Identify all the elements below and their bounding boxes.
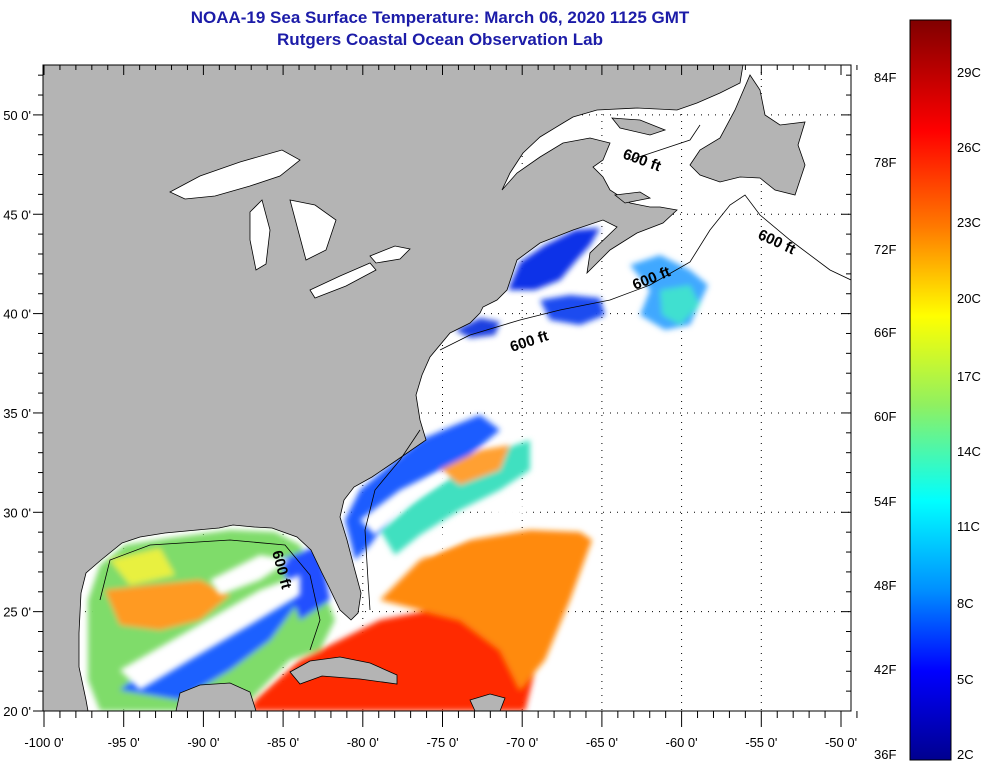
land-pei (614, 191, 652, 204)
sst-patch-southern-new-england (455, 318, 500, 338)
longitude-label: -75 0' (426, 735, 458, 750)
longitude-label: -65 0' (586, 735, 618, 750)
longitude-label: -50 0' (825, 735, 857, 750)
cloud-gap (360, 470, 450, 535)
lake-michigan (249, 199, 271, 271)
colorbar-label-f: 42F (874, 662, 897, 677)
longitude-label: -90 0' (187, 735, 219, 750)
sst-patch-gulf-of-maine (508, 228, 600, 290)
sst-patch-carolina-orange (440, 445, 510, 485)
longitude-label: -85 0' (267, 735, 299, 750)
longitude-label: -100 0' (24, 735, 63, 750)
colorbar-label-c: 23C (957, 215, 981, 230)
axis-ticks (33, 65, 858, 727)
lake-huron (289, 199, 337, 261)
map-frame (42, 64, 852, 712)
lake-ontario (369, 245, 411, 264)
cloud-gap (120, 575, 300, 690)
land-newfoundland (689, 74, 806, 196)
latitude-label: 45 0' (3, 207, 31, 222)
lake-superior (169, 149, 301, 200)
colorbar-label-c: 26C (957, 140, 981, 155)
colorbar-label-c: 8C (957, 596, 974, 611)
isobath-600ft (99, 124, 851, 651)
land-yucatan (175, 682, 257, 711)
colorbar-label-c: 29C (957, 65, 981, 80)
land-anticosti (611, 117, 667, 136)
map-title: NOAA-19 Sea Surface Temperature: March 0… (190, 8, 690, 27)
colorbar-label-f: 66F (874, 325, 897, 340)
colorbar-label-f: 84F (874, 70, 897, 85)
longitude-label: -60 0' (666, 735, 698, 750)
longitude-label: -55 0' (745, 735, 777, 750)
sst-patch-georges-bank (540, 295, 605, 325)
colorbar-label-f: 48F (874, 578, 897, 593)
colorbar-label-c: 20C (957, 291, 981, 306)
latitude-label: 40 0' (3, 307, 31, 322)
land-north-america (43, 65, 744, 711)
colorbar-label-c: 11C (957, 519, 980, 534)
lake-erie (309, 262, 377, 299)
latitude-label: 35 0' (3, 406, 31, 421)
longitude-label: -70 0' (506, 735, 538, 750)
colorbar-label-f: 72F (874, 242, 897, 257)
map-subtitle: Rutgers Coastal Ocean Observation Lab (277, 30, 603, 49)
longitude-label: -95 0' (108, 735, 140, 750)
latitude-label: 50 0' (3, 108, 31, 123)
latitude-label: 20 0' (3, 704, 31, 719)
latitude-label: 30 0' (3, 505, 31, 520)
cloud-gap (210, 555, 290, 595)
longitude-axis: -100 0' -95 0' -90 0' -85 0' -80 0' -75 0' -70… (24, 735, 857, 750)
colorbar-label-f: 54F (874, 494, 897, 509)
colorbar-label-f: 36F (874, 747, 897, 762)
latitude-axis: 20 0' 25 0' 30 0' 35 0' 40 0' 45 0' 50 0' (3, 108, 31, 719)
cloud-gap (420, 500, 530, 555)
colorbar-label-c: 5C (957, 672, 974, 687)
colorbar (909, 19, 952, 761)
sst-patch-gulf-orange (105, 580, 230, 630)
land-layer (43, 65, 806, 711)
colorbar-label-c: 2C (957, 747, 974, 762)
longitude-label: -80 0' (347, 735, 379, 750)
land-hispaniola (469, 693, 506, 711)
great-lakes (169, 149, 411, 299)
colorbar-label-c: 17C (957, 369, 981, 384)
sst-patch-atlantic-orange (380, 530, 592, 690)
latitude-label: 25 0' (3, 605, 31, 620)
colorbar-label-f: 60F (874, 409, 897, 424)
land-cuba (289, 656, 398, 685)
sst-data-layer (88, 228, 708, 711)
colorbar-label-c: 14C (957, 444, 981, 459)
sst-patch-scotian-cyan (660, 285, 700, 325)
sst-patch-gulf-yellow (110, 548, 175, 585)
colorbar-label-f: 78F (874, 155, 897, 170)
sst-patch-caribbean-red (250, 600, 540, 711)
